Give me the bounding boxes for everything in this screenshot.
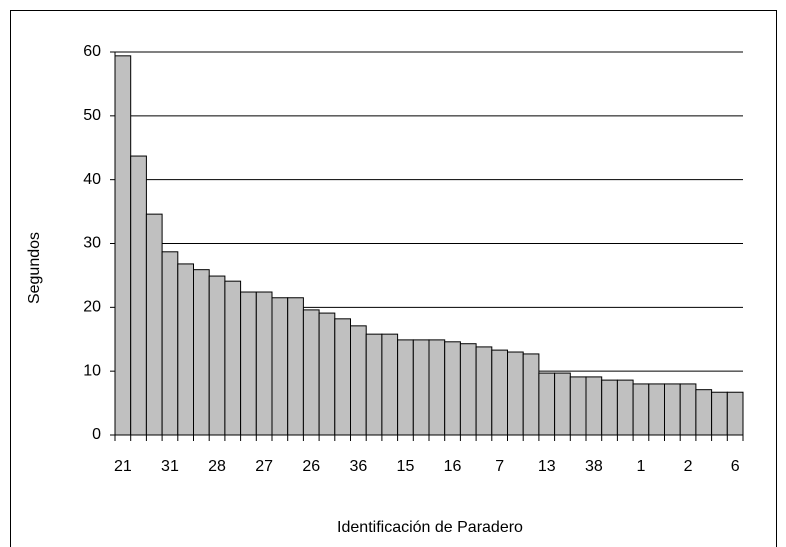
bar	[554, 372, 571, 436]
bar	[585, 376, 603, 436]
bar	[428, 339, 446, 436]
bar	[208, 275, 226, 436]
x-tick-label: 15	[397, 458, 415, 475]
bar	[224, 280, 242, 436]
bar	[601, 379, 618, 436]
bar	[130, 155, 147, 436]
y-tick-label: 10	[83, 362, 101, 379]
bar	[475, 346, 493, 436]
bar	[350, 325, 367, 436]
x-tick-label: 27	[255, 458, 273, 475]
bar	[255, 291, 273, 436]
bar	[365, 333, 383, 436]
bar	[318, 312, 336, 436]
bar	[397, 339, 414, 436]
bar	[145, 213, 163, 436]
bar	[240, 291, 257, 436]
x-tick-label: 28	[208, 458, 226, 475]
y-axis-label: Segundos	[26, 232, 43, 304]
bar	[664, 383, 681, 436]
bar	[177, 263, 195, 436]
x-tick-label: 2	[684, 458, 693, 475]
bar	[287, 297, 304, 436]
x-tick-label: 13	[538, 458, 556, 475]
bar	[161, 251, 179, 436]
bar	[412, 339, 430, 436]
y-tick-label: 60	[83, 43, 101, 60]
x-tick-label: 31	[161, 458, 179, 475]
bar	[114, 55, 132, 436]
x-tick-label: 36	[349, 458, 367, 475]
bar	[444, 341, 461, 436]
bar	[193, 269, 210, 436]
bar	[616, 379, 634, 436]
x-tick-label: 6	[731, 458, 740, 475]
bar	[302, 309, 320, 436]
bar	[271, 297, 289, 436]
y-tick-label: 20	[83, 299, 101, 316]
bar	[459, 343, 477, 436]
x-tick-label: 16	[444, 458, 462, 475]
bar	[695, 389, 713, 436]
x-tick-label: 1	[636, 458, 645, 475]
y-tick-label: 30	[83, 235, 101, 252]
y-tick-label: 40	[83, 171, 101, 188]
bar	[632, 383, 650, 436]
bar	[507, 351, 524, 436]
bar	[569, 376, 587, 436]
bar	[711, 391, 728, 436]
y-tick-label: 50	[83, 107, 101, 124]
x-axis-label: Identificación de Paradero	[337, 519, 523, 536]
y-tick-label: 0	[92, 426, 101, 443]
bar	[726, 391, 744, 436]
chart-border	[10, 10, 777, 547]
bar	[679, 383, 697, 436]
bar	[538, 372, 556, 436]
bar	[522, 353, 540, 436]
bar	[334, 318, 351, 436]
bar	[491, 349, 508, 436]
x-tick-label: 38	[585, 458, 603, 475]
x-tick-label: 21	[114, 458, 132, 475]
bar	[648, 383, 665, 436]
x-tick-label: 7	[495, 458, 504, 475]
bar	[381, 333, 399, 436]
x-tick-label: 26	[302, 458, 320, 475]
